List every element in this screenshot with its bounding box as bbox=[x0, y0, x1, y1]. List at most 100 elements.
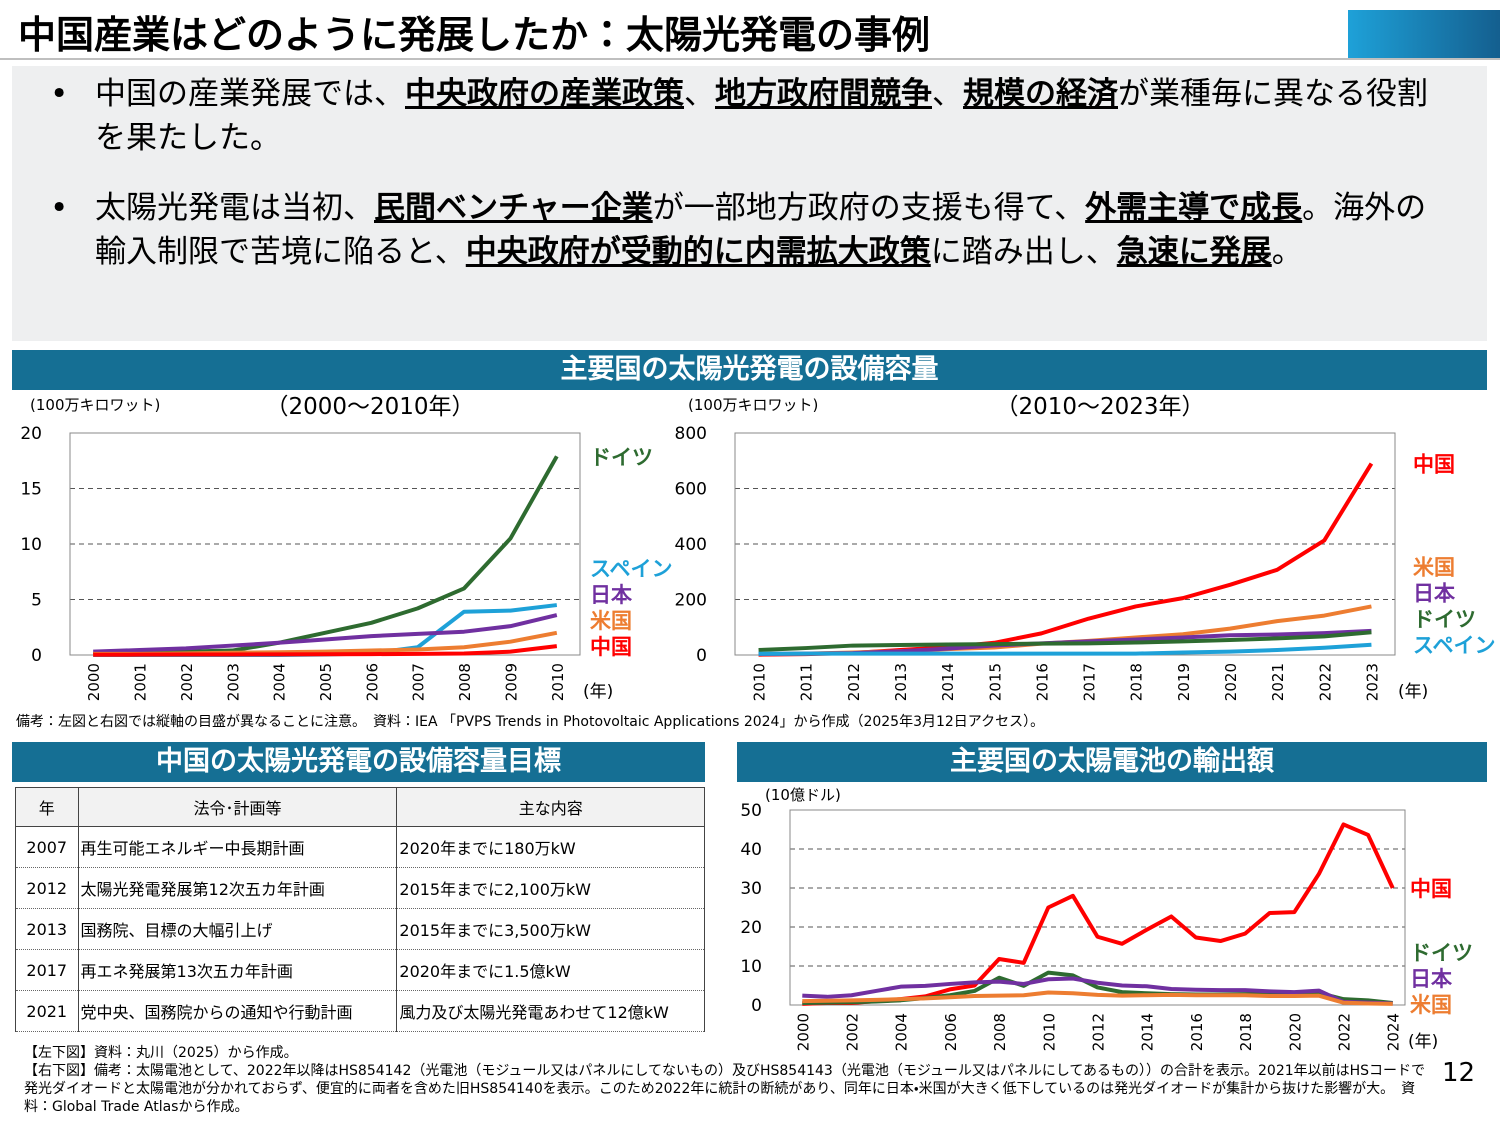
x-tick-label: 2015 bbox=[986, 663, 1004, 701]
y-tick-label: 40 bbox=[740, 840, 762, 860]
text: 。 bbox=[1271, 234, 1303, 270]
footnote: 【右下図】備考：太陽電池として、2022年以降はHS854142（光電池（モジュ… bbox=[24, 1063, 1426, 1115]
section-header: 主要国の太陽光発電の設備容量 bbox=[12, 350, 1487, 390]
y-tick-label: 20 bbox=[20, 424, 42, 444]
table-cell: 再生可能エネルギー中長期計画 bbox=[77, 826, 398, 868]
legend-label: スペイン bbox=[1413, 634, 1496, 658]
legend-label: 日本 bbox=[590, 583, 633, 607]
x-tick-label: 2022 bbox=[1336, 1013, 1354, 1051]
table-header: 年法令･計画等 主な内容 bbox=[15, 787, 705, 827]
y-tick-label: 30 bbox=[740, 879, 762, 899]
column-header: 年 bbox=[15, 787, 79, 827]
bullet: 太陽光発電は当初、民間ベンチャー企業が一部地方政府の支援も得て、外需主導で成長。… bbox=[50, 186, 1455, 274]
x-tick-label: 2018 bbox=[1237, 1013, 1255, 1051]
legend-label: スペイン bbox=[590, 557, 673, 581]
table-cell: 2021 bbox=[15, 990, 79, 1032]
x-tick-label: 2017 bbox=[1081, 663, 1099, 701]
table-cell: 2020年までに180万kW bbox=[396, 826, 705, 868]
emphasis: 民間ベンチャー企業 bbox=[374, 190, 653, 226]
footnotes: 【左下図】資料：丸川（2025）から作成。【右下図】備考：太陽電池として、202… bbox=[24, 1044, 1439, 1116]
legend-label: ドイツ bbox=[1413, 608, 1476, 632]
table-cell: 党中央、国務院からの通知や行動計画 bbox=[77, 990, 398, 1032]
x-tick-label: 2008 bbox=[991, 1013, 1009, 1051]
text: 、 bbox=[932, 76, 963, 112]
chart-title: （2000～2010年） bbox=[265, 394, 474, 420]
series-line bbox=[802, 976, 1393, 1006]
x-tick-label: 2009 bbox=[502, 663, 520, 701]
text: 。海外の輸入制限で苦境に陥ると、 bbox=[95, 190, 1427, 270]
y-tick-label: 0 bbox=[751, 996, 762, 1016]
text: 中国の産業発展では、 bbox=[95, 76, 405, 112]
plot-frame bbox=[789, 809, 1406, 1006]
table-cell: 再エネ発展第13次五カ年計画 bbox=[77, 949, 398, 991]
table-row: 2012 太陽光発電発展第12次五カ年計画 2015年までに2,100万kW bbox=[15, 867, 705, 909]
x-tick-label: 2000 bbox=[794, 1013, 812, 1051]
table-row: 2007 再生可能エネルギー中長期計画 2020年までに180万kW bbox=[15, 826, 705, 868]
x-tick-label: 2002 bbox=[844, 1013, 862, 1051]
x-tick-label: 2010 bbox=[1040, 1013, 1058, 1051]
y-tick-label: 20 bbox=[740, 918, 762, 938]
x-tick-label: 2006 bbox=[363, 663, 381, 701]
x-tick-label: 2014 bbox=[1139, 1013, 1157, 1051]
x-tick-label: 2001 bbox=[132, 663, 150, 701]
legend-label: ドイツ bbox=[590, 445, 653, 469]
legend-label: 中国 bbox=[590, 635, 632, 659]
x-tick-label: 2000 bbox=[85, 663, 103, 701]
table-row: 2017 再エネ発展第13次五カ年計画 2020年までに1.5億kW bbox=[15, 949, 705, 991]
series-line bbox=[802, 990, 1393, 1006]
table-row: 2021 党中央、国務院からの通知や行動計画 風力及び太陽光発電あわせて12億kW bbox=[15, 990, 705, 1032]
x-tick-label: 2008 bbox=[456, 663, 474, 701]
x-tick-label: 2005 bbox=[317, 663, 335, 701]
x-unit-label: (年) bbox=[1408, 1032, 1438, 1052]
column-header: 法令･計画等 bbox=[77, 787, 398, 827]
x-unit-label: (年) bbox=[1398, 682, 1428, 702]
x-tick-label: 2019 bbox=[1175, 663, 1193, 701]
series-line bbox=[758, 630, 1372, 653]
x-tick-label: 2018 bbox=[1128, 663, 1146, 701]
y-tick-label: 0 bbox=[31, 646, 42, 666]
legend-label: 日本 bbox=[1410, 967, 1453, 991]
y-tick-label: 15 bbox=[20, 480, 42, 500]
series-line bbox=[93, 455, 559, 656]
x-tick-label: 2014 bbox=[939, 663, 957, 701]
x-tick-label: 2013 bbox=[892, 663, 910, 701]
footnote: 【左下図】資料：丸川（2025）から作成。 bbox=[24, 1045, 298, 1061]
x-tick-label: 2016 bbox=[1188, 1013, 1206, 1051]
series-line bbox=[802, 822, 1395, 1006]
unit-label: (100万キロワット) bbox=[688, 396, 818, 414]
legend-label: ドイツ bbox=[1410, 941, 1473, 965]
y-tick-label: 5 bbox=[31, 591, 42, 611]
series-line bbox=[93, 613, 558, 654]
corner-decoration bbox=[1348, 10, 1500, 58]
x-tick-label: 2021 bbox=[1269, 663, 1287, 701]
table-cell: 太陽光発電発展第12次五カ年計画 bbox=[77, 867, 398, 909]
legend-label: 日本 bbox=[1413, 582, 1456, 606]
note: 備考：左図と右図では縦軸の目盛が異なることに注意。 資料：IEA 「PVPS T… bbox=[16, 714, 1045, 730]
x-tick-label: 2004 bbox=[893, 1013, 911, 1051]
x-tick-label: 2016 bbox=[1033, 663, 1051, 701]
legend-label: 米国 bbox=[590, 609, 632, 633]
text: が業種毎に異なる役割を果たした。 bbox=[95, 76, 1428, 156]
y-tick-label: 50 bbox=[740, 801, 762, 821]
x-unit-label: (年) bbox=[583, 682, 613, 702]
series-line bbox=[93, 644, 558, 657]
column-header: 主な内容 bbox=[396, 787, 705, 827]
y-tick-label: 400 bbox=[675, 535, 707, 555]
emphasis: 中央政府の産業政策 bbox=[405, 76, 684, 112]
x-tick-label: 2010 bbox=[751, 663, 769, 701]
x-tick-label: 2002 bbox=[178, 663, 196, 701]
table-row: 2013 国務院、目標の大幅引上げ 2015年までに3,500万kW bbox=[15, 908, 705, 950]
page-number: 12 bbox=[1442, 1058, 1476, 1088]
x-tick-label: 2022 bbox=[1316, 663, 1334, 701]
series-line bbox=[758, 462, 1374, 657]
emphasis: 地方政府間競争 bbox=[715, 76, 932, 112]
unit-label: (100万キロワット) bbox=[30, 396, 160, 414]
target-table: 年法令･計画等 主な内容 2007 再生可能エネルギー中長期計画 2020年までに180… bbox=[15, 787, 705, 1032]
x-tick-label: 2003 bbox=[224, 663, 242, 701]
x-tick-label: 2020 bbox=[1222, 663, 1240, 701]
section-header: 主要国の太陽電池の輸出額 bbox=[737, 742, 1487, 782]
x-tick-label: 2012 bbox=[845, 663, 863, 701]
